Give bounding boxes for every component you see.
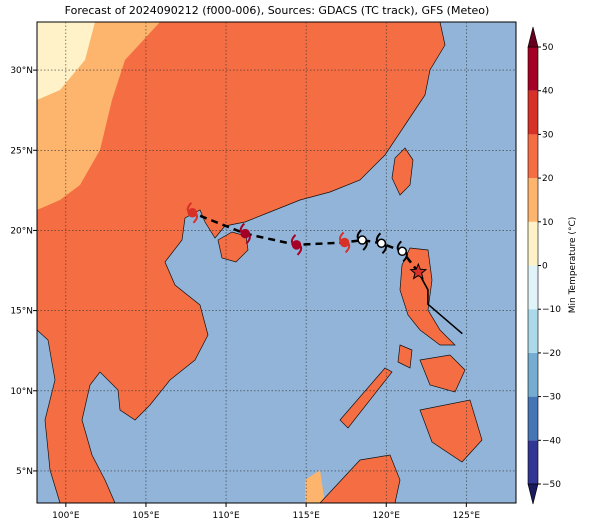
colorbar-bin (528, 396, 538, 441)
visayas (419, 354, 466, 393)
mindoro (397, 344, 413, 369)
x-tick-label: 120°E (373, 511, 401, 521)
colorbar-tick-label: 20 (542, 174, 554, 184)
colorbar-bin (528, 352, 538, 397)
map-title: Forecast of 2024090212 (f000-006), Sourc… (65, 4, 490, 17)
x-tick-label: 115°E (292, 511, 320, 521)
y-tick-label: 10°N (10, 387, 33, 397)
colorbar-under (527, 483, 539, 505)
storm-center (187, 208, 198, 218)
colorbar-over (527, 26, 539, 48)
x-tick-label: 125°E (453, 511, 481, 521)
storm-center (240, 228, 251, 239)
observed-track (417, 271, 463, 335)
colorbar-bin (528, 221, 538, 266)
y-tick-label: 25°N (10, 146, 33, 156)
storm-center (397, 246, 408, 257)
mainland (37, 22, 446, 503)
borneo (319, 454, 401, 503)
y-tick-label: 30°N (10, 66, 33, 76)
storm-center (357, 235, 367, 245)
colorbar-tick-label: 50 (542, 43, 554, 53)
colorbar-tick-label: −40 (542, 436, 561, 446)
storm-center (376, 238, 387, 249)
storm-star (409, 262, 428, 280)
colorbar-bin (528, 309, 538, 353)
y-tick-label: 20°N (10, 226, 33, 236)
palawan (339, 367, 393, 429)
colorbar-tick-label: 10 (542, 218, 554, 228)
colorbar-tick-label: 0 (542, 262, 548, 272)
colorbar-tick-label: 30 (542, 130, 554, 140)
y-tick-label: 15°N (10, 307, 33, 317)
y-tick-label: 5°N (16, 467, 33, 477)
colorbar-tick-label: −20 (542, 349, 561, 359)
colorbar-bin (528, 178, 538, 222)
colorbar-bin (528, 134, 538, 179)
basemap (37, 22, 516, 503)
colorbar-label: Min Temperature (°C) (568, 217, 578, 314)
highland (305, 470, 325, 503)
colorbar-tick-label: −50 (542, 480, 561, 490)
colorbar-tick-label: 40 (542, 87, 554, 97)
hainan (217, 231, 249, 263)
storm-center (291, 240, 302, 250)
colorbar-tick-label: −10 (542, 305, 561, 315)
taiwan (391, 147, 414, 196)
colorbar-tick-label: −30 (542, 393, 561, 403)
x-tick-label: 100°E (52, 511, 80, 521)
colorbar-bin (528, 440, 538, 484)
storm-center (339, 237, 350, 248)
map-frame (36, 21, 517, 504)
colorbar-bin (528, 47, 538, 91)
colorbar-bin (528, 265, 538, 310)
x-tick-label: 105°E (132, 511, 160, 521)
colorbar-bin (528, 90, 538, 135)
x-tick-label: 110°E (212, 511, 240, 521)
